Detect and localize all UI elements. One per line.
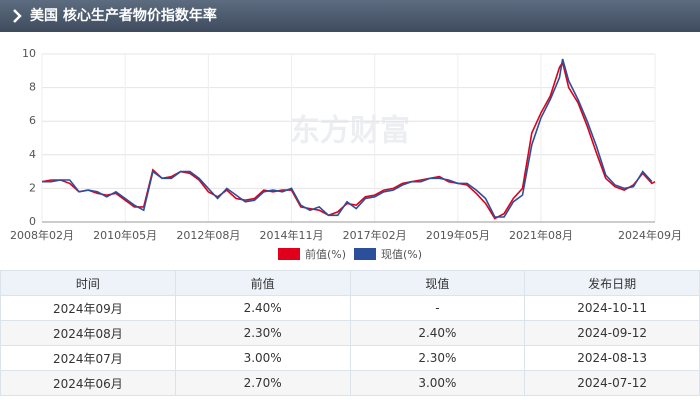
table-cell: 2.70%: [174, 370, 351, 396]
x-tick-label: 2017年02月: [343, 228, 407, 242]
table-cell: 2024年08月: [0, 320, 176, 346]
x-tick-label: 2014年11月: [260, 228, 324, 242]
x-tick-label: 2019年05月: [426, 228, 490, 242]
table-cell: 2024-08-13: [524, 345, 700, 371]
table-cell: 2.30%: [349, 345, 526, 371]
table-cell: 2024-09-12: [524, 320, 700, 346]
table-row: 2024年07月 3.00% 2.30% 2024-08-13: [0, 345, 700, 371]
table-cell: -: [349, 295, 526, 321]
x-tick-label: 2008年02月: [10, 228, 74, 242]
header-row: 时间 前值 现值 发布日期: [0, 270, 700, 296]
y-tick-label: 10: [22, 47, 36, 60]
table-row: 2024年08月 2.30% 2.40% 2024-09-12: [0, 320, 700, 346]
column-header: 前值: [174, 270, 351, 296]
x-tick-label: 2010年05月: [93, 228, 157, 242]
y-tick-label: 4: [29, 148, 36, 161]
table-cell: 3.00%: [349, 370, 526, 396]
y-tick-label: 6: [29, 114, 36, 127]
legend-swatch: [278, 248, 300, 260]
series-line: [42, 58, 653, 218]
table-cell: 2024年09月: [0, 295, 176, 321]
table-cell: 2024-10-11: [524, 295, 700, 321]
y-tick-label: 2: [29, 181, 36, 194]
table-cell: 2.40%: [174, 295, 351, 321]
legend-swatch: [354, 248, 376, 260]
table-cell: 2024年06月: [0, 370, 176, 396]
column-header: 现值: [349, 270, 526, 296]
legend-label: 前值(%): [305, 247, 346, 261]
column-header: 发布日期: [524, 270, 700, 296]
chevron-icon: [13, 9, 22, 23]
y-tick-label: 8: [29, 81, 36, 94]
table-cell: 2024-07-12: [524, 370, 700, 396]
x-tick-label: 2021年08月: [509, 228, 573, 242]
column-header: 时间: [0, 270, 176, 296]
y-tick-label: 0: [29, 215, 36, 228]
table-row: 2024年09月 2.40% -2024-10-11: [0, 295, 700, 321]
header-bar: 美国 核心生产者物价指数年率: [0, 0, 700, 32]
chart: 东方财富 0 2 4 6 8 10 2008年02月 2010年05月 2012年08月 2014…: [10, 47, 682, 261]
table-cell: 2.30%: [174, 320, 351, 346]
data-table: 时间 前值 现值 发布日期 2024年09月 2.40% -2024-10-11 2024年0…: [0, 270, 700, 396]
watermark: 东方财富: [290, 114, 410, 149]
table-cell: 2024年07月: [0, 345, 176, 371]
table-cell: 3.00%: [174, 345, 351, 371]
table-row: 2024年06月 2.70% 3.00% 2024-07-12: [0, 370, 700, 396]
table-cell: 2.40%: [349, 320, 526, 346]
header-title: 美国 核心生产者物价指数年率: [30, 8, 217, 24]
x-tick-label: 2024年09月: [618, 228, 682, 242]
legend-label: 现值(%): [381, 248, 422, 261]
x-tick-label: 2012年08月: [176, 228, 240, 242]
